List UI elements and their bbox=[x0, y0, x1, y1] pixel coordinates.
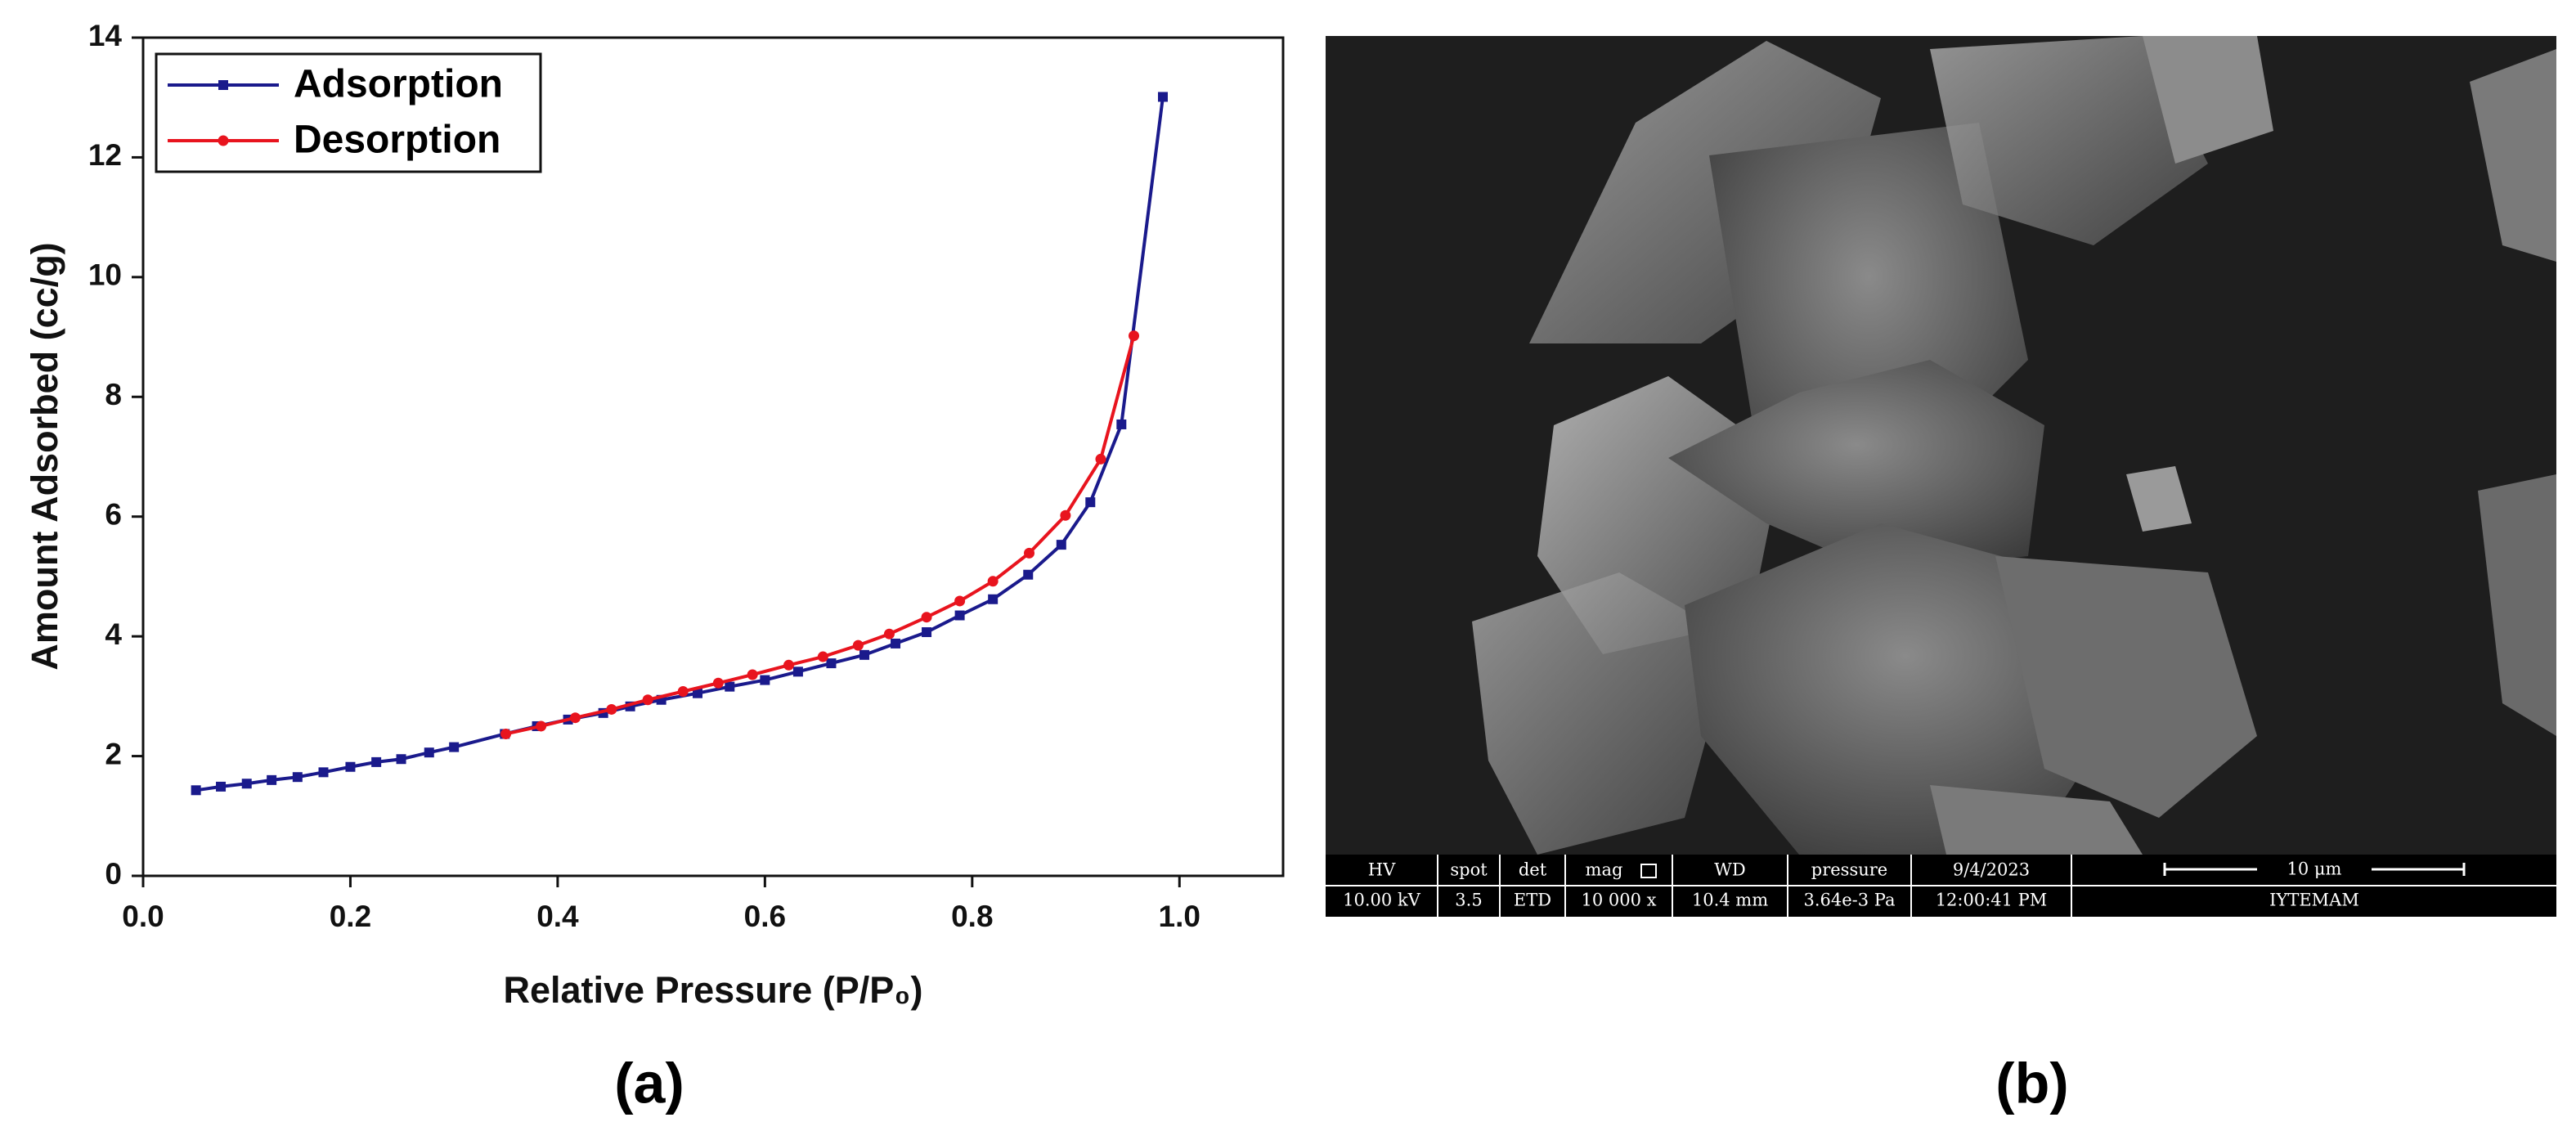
data-point bbox=[859, 649, 870, 660]
data-point bbox=[267, 774, 277, 785]
data-point bbox=[606, 703, 617, 715]
data-point bbox=[292, 772, 303, 783]
sem-info-value: 12:00:41 PM bbox=[1936, 891, 2048, 910]
sem-info-header: 9/4/2023 bbox=[1953, 860, 2030, 880]
sem-info-header: mag bbox=[1586, 860, 1623, 880]
data-point bbox=[747, 669, 758, 680]
data-point bbox=[569, 712, 581, 724]
sem-info-value: 3.64e-3 Pa bbox=[1803, 891, 1895, 910]
y-tick-label: 12 bbox=[88, 138, 122, 172]
data-point bbox=[1056, 540, 1066, 550]
data-point bbox=[725, 681, 735, 692]
data-point bbox=[396, 754, 406, 765]
data-point bbox=[536, 720, 547, 732]
data-point bbox=[921, 612, 932, 623]
sem-info-value: 10.00 kV bbox=[1343, 891, 1421, 910]
data-point bbox=[1023, 569, 1034, 580]
data-point bbox=[1085, 497, 1096, 508]
lab-name: IYTEMAM bbox=[2269, 891, 2359, 910]
data-point bbox=[883, 628, 895, 640]
x-tick-label: 0.8 bbox=[951, 900, 993, 933]
data-point bbox=[424, 747, 434, 758]
data-point bbox=[987, 576, 999, 587]
sem-info-header: spot bbox=[1450, 860, 1488, 880]
x-tick-label: 0.2 bbox=[330, 900, 371, 933]
y-tick-label: 0 bbox=[105, 857, 122, 891]
y-tick-label: 8 bbox=[105, 378, 122, 411]
data-point bbox=[922, 627, 932, 638]
data-point bbox=[449, 742, 460, 752]
y-tick-label: 6 bbox=[105, 497, 122, 531]
data-point bbox=[677, 686, 689, 697]
panel-label: (b) bbox=[1995, 1051, 2068, 1115]
data-point bbox=[852, 640, 864, 651]
data-point bbox=[712, 677, 724, 689]
data-point bbox=[216, 781, 227, 792]
series-line bbox=[195, 96, 1165, 792]
data-point bbox=[760, 675, 770, 685]
data-point bbox=[500, 728, 512, 739]
data-point bbox=[954, 610, 965, 621]
data-point bbox=[783, 659, 795, 671]
data-point bbox=[345, 761, 356, 772]
data-point bbox=[241, 779, 252, 789]
sem-info-header: det bbox=[1519, 860, 1547, 880]
sem-info-value: ETD bbox=[1514, 891, 1551, 910]
y-axis-label: Amount Adsorbed (cc/g) bbox=[24, 242, 65, 670]
sem-info-header: pressure bbox=[1811, 860, 1887, 880]
y-tick-label: 14 bbox=[88, 19, 123, 52]
data-point bbox=[891, 638, 901, 649]
y-tick-label: 2 bbox=[105, 737, 122, 770]
sem-info-value: 10 000 x bbox=[1582, 891, 1657, 910]
sem-info-value: 3.5 bbox=[1455, 891, 1482, 910]
sem-image bbox=[1326, 36, 2556, 855]
data-point bbox=[1157, 92, 1168, 102]
sem-info-header: WD bbox=[1714, 860, 1745, 880]
sem-info-bar: 10 μm IYTEMAM bbox=[1326, 855, 2556, 917]
legend-label: Desorption bbox=[294, 119, 500, 162]
x-tick-label: 0.0 bbox=[122, 900, 164, 933]
x-tick-label: 1.0 bbox=[1159, 900, 1200, 933]
legend-label: Adsorption bbox=[294, 63, 503, 106]
x-tick-label: 0.4 bbox=[536, 900, 579, 933]
data-point bbox=[1116, 419, 1127, 429]
data-point bbox=[371, 756, 382, 767]
data-point bbox=[1060, 509, 1071, 521]
data-point bbox=[692, 688, 702, 698]
x-axis-label: Relative Pressure (P/P₀) bbox=[503, 969, 922, 1011]
data-point bbox=[642, 694, 653, 706]
legend-box bbox=[155, 52, 542, 173]
data-point bbox=[988, 594, 999, 604]
data-point bbox=[1024, 547, 1035, 559]
sem-info-value: 10.4 mm bbox=[1692, 891, 1768, 910]
data-point bbox=[817, 651, 828, 662]
panel-label: (a) bbox=[614, 1051, 684, 1115]
data-point bbox=[954, 595, 966, 607]
y-tick-label: 10 bbox=[88, 258, 122, 292]
series-line bbox=[505, 335, 1136, 736]
legend-marker bbox=[218, 135, 229, 146]
scale-bar-label: 10 μm bbox=[2287, 859, 2342, 879]
legend-marker bbox=[218, 80, 228, 90]
data-point bbox=[318, 767, 329, 778]
plot-frame bbox=[141, 36, 1285, 877]
x-tick-label: 0.6 bbox=[744, 900, 786, 933]
y-tick-label: 4 bbox=[105, 617, 122, 651]
data-point bbox=[792, 666, 803, 677]
data-point bbox=[1129, 330, 1140, 342]
sem-info-header: HV bbox=[1368, 860, 1396, 880]
data-point bbox=[1095, 453, 1106, 465]
data-point bbox=[826, 658, 837, 669]
data-point bbox=[191, 785, 201, 796]
